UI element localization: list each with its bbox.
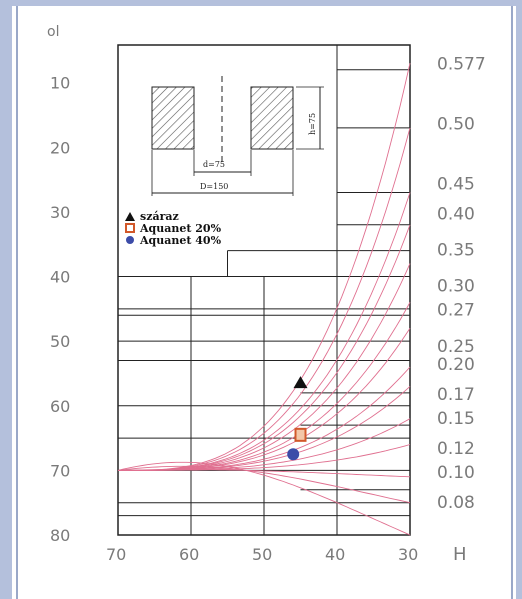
- curve-label: 0.35: [437, 241, 475, 261]
- curve-label: 0.45: [437, 175, 475, 195]
- curve-label: 0.40: [437, 205, 475, 225]
- curve-0.08: [117, 461, 411, 536]
- data-markers: [287, 376, 308, 461]
- curve-0.10: [117, 465, 411, 504]
- x-tick-label: 30: [398, 545, 418, 564]
- x-tick-label: 40: [325, 545, 345, 564]
- legend-marker-aquanet20: [125, 223, 135, 233]
- curve-label: 0.25: [437, 337, 475, 357]
- inset-outer-label: D=150: [200, 182, 228, 191]
- y-tick-label: 70: [50, 461, 70, 480]
- legend-label-szaraz: száraz: [140, 210, 179, 223]
- legend-label-aquanet20: Aquanet 20%: [139, 222, 222, 235]
- y-axis-label: ol: [47, 24, 59, 40]
- x-axis-label: H: [453, 544, 467, 565]
- marker-aquanet20: [294, 427, 307, 442]
- inset-inner-label: d=75: [203, 160, 225, 169]
- curve-label: 0.12: [437, 439, 475, 459]
- legend-marker-szaraz: [125, 212, 135, 221]
- curve-label: 0.577: [437, 54, 486, 74]
- curve-label: 0.30: [437, 277, 475, 297]
- tick-labels: 10 20 30 40 50 60 70 80 70 60 50 40 30 0.577 0.50 0.45 0…: [50, 54, 486, 564]
- inset-right-hatch: [250, 86, 294, 150]
- curve-label: 0.08: [437, 493, 475, 513]
- marker-szaraz: [293, 376, 308, 389]
- curve-label: 0.10: [437, 463, 475, 483]
- marker-aquanet40: [287, 448, 300, 461]
- x-tick-label: 50: [252, 545, 272, 564]
- curve-label: 0.20: [437, 355, 475, 375]
- y-tick-label: 30: [50, 203, 70, 222]
- legend-label-aquanet40: Aquanet 40%: [139, 234, 222, 247]
- curve-label: 0.27: [437, 301, 475, 321]
- inset-left-hatch: [151, 86, 195, 150]
- y-tick-label: 10: [50, 74, 70, 93]
- curve-family: [117, 63, 411, 536]
- curve-label: 0.15: [437, 409, 475, 429]
- y-tick-label: 50: [50, 332, 70, 351]
- x-tick-label: 70: [106, 545, 126, 564]
- y-tick-label: 60: [50, 397, 70, 416]
- curve-label: 0.50: [437, 114, 475, 134]
- inset-height-label: h=75: [308, 113, 317, 135]
- legend-marker-aquanet40: [126, 236, 134, 244]
- curve-label: 0.17: [437, 385, 475, 405]
- cross-section-inset: h=75 d=75 D=150: [151, 76, 324, 196]
- x-tick-label: 60: [179, 545, 199, 564]
- grid: [117, 44, 411, 536]
- legend: száraz Aquanet 20% Aquanet 40%: [125, 210, 222, 247]
- curve-0.12: [117, 469, 411, 478]
- y-tick-label: 40: [50, 268, 70, 287]
- y-tick-label: 80: [50, 526, 70, 545]
- curve-0.15: [118, 444, 411, 471]
- y-tick-label: 20: [50, 138, 70, 157]
